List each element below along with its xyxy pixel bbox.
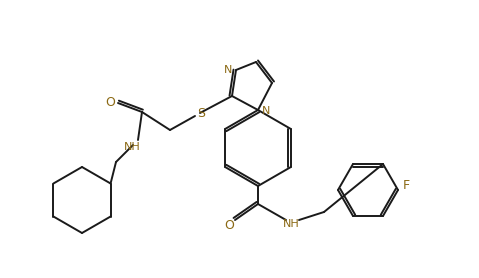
Text: NH: NH	[124, 142, 140, 152]
Text: N: N	[224, 65, 232, 75]
Text: S: S	[197, 106, 205, 120]
Text: NH: NH	[283, 219, 299, 229]
Text: O: O	[224, 219, 234, 232]
Text: O: O	[105, 96, 115, 108]
Text: F: F	[402, 178, 410, 192]
Text: N: N	[262, 106, 270, 116]
